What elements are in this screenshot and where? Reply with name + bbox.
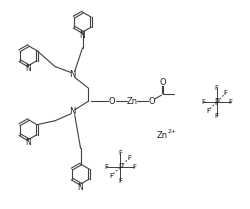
Text: O: O — [109, 97, 116, 106]
Text: F: F — [132, 164, 136, 170]
Text: F: F — [215, 85, 219, 91]
Text: F: F — [215, 113, 219, 119]
Text: P: P — [214, 98, 219, 107]
Text: F: F — [118, 150, 122, 156]
Text: N: N — [78, 183, 84, 192]
Text: N: N — [80, 31, 86, 40]
Text: N: N — [26, 138, 31, 147]
Text: F: F — [224, 90, 228, 96]
Text: N: N — [70, 70, 76, 79]
Text: F: F — [228, 99, 232, 105]
Text: N: N — [70, 107, 76, 116]
Text: F: F — [127, 155, 131, 161]
Text: Zn: Zn — [157, 131, 168, 140]
Text: F: F — [118, 178, 122, 184]
Text: O: O — [159, 78, 166, 87]
Text: Zn: Zn — [126, 97, 138, 106]
Text: F: F — [109, 173, 113, 179]
Text: F: F — [104, 164, 108, 170]
Text: O: O — [148, 97, 155, 106]
Text: N: N — [26, 64, 31, 73]
Text: P: P — [118, 163, 122, 172]
Text: 2+: 2+ — [168, 129, 177, 134]
Text: F: F — [206, 108, 210, 114]
Text: F: F — [201, 99, 205, 105]
